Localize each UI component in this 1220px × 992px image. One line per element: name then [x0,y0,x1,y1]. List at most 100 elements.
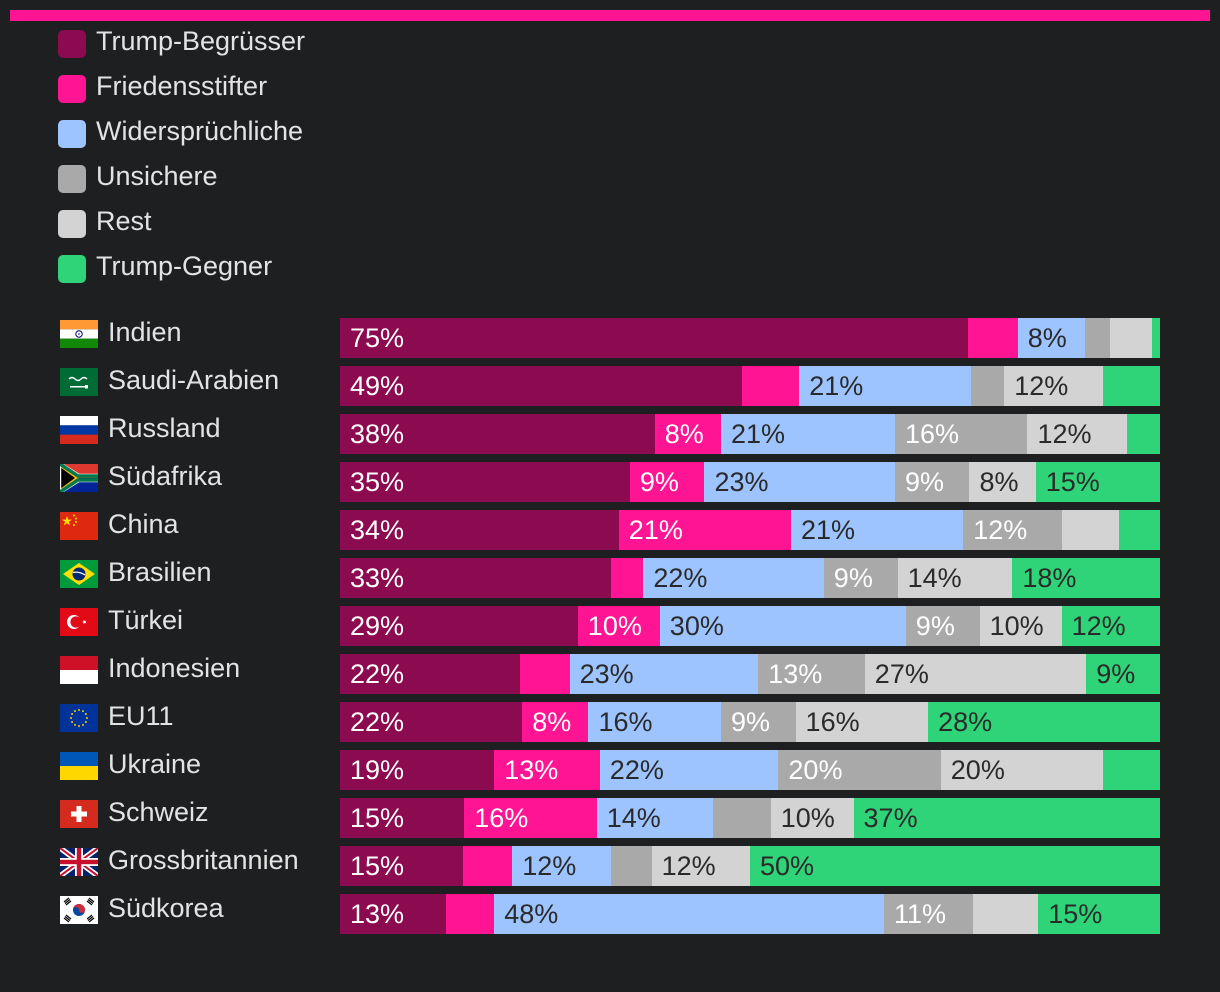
bar-segment-friedensstifter [445,894,495,934]
data-label: 21% [731,419,786,449]
bar-segment-widerspruechliche: 30% [659,606,906,646]
data-label: 48% [504,899,559,929]
data-label: 14% [907,563,962,593]
bar-segment-gegner: 28% [928,702,1160,742]
bar-segment-begruesser: 15% [340,798,465,838]
legend-swatch [58,30,86,58]
bar-segment-unsichere [971,366,1005,406]
data-label: 9% [731,707,771,737]
category-label: Südafrika [108,461,223,491]
data-label: 19% [350,755,405,785]
data-label: 16% [474,803,529,833]
bar-segment-begruesser: 19% [340,750,495,790]
bar-row: Saudi-Arabien 49% 21% 12% [0,365,1220,406]
bar-segment-unsichere: 13% [758,654,865,694]
bar-segment-friedensstifter: 16% [464,798,597,838]
data-label: 12% [1071,611,1126,641]
bar-segment-friedensstifter: 8% [522,702,589,742]
bar-segment-gegner: 15% [1035,462,1160,502]
category-label: Schweiz [108,797,209,827]
data-label: 12% [661,851,716,881]
data-label: 22% [350,707,405,737]
data-label: 10% [780,803,835,833]
flag-ukraine-icon [60,752,98,780]
bar-segment-gegner: 37% [853,798,1160,838]
bar-segment-friedensstifter [967,318,1018,358]
bar-segment-rest: 8% [969,462,1036,502]
flag-brazil-icon [60,560,98,588]
bar-segment-rest: 14% [897,558,1013,598]
data-label: 8% [664,419,704,449]
category-label: Indien [108,317,182,347]
bar-segment-rest [973,894,1039,934]
flag-southafrica-icon [58,460,100,496]
bar-segment-widerspruechliche: 21% [791,510,964,550]
data-label: 15% [1045,467,1100,497]
data-label: 20% [950,755,1005,785]
data-label: 29% [350,611,405,641]
data-label: 13% [350,899,405,929]
data-label: 9% [915,611,955,641]
data-label: 22% [609,755,664,785]
data-label: 27% [874,659,929,689]
bar-segment-widerspruechliche: 16% [588,702,721,742]
bar-segment-friedensstifter: 9% [629,462,705,502]
data-label: 16% [598,707,653,737]
bar-segment-widerspruechliche: 23% [569,654,759,694]
bar-segment-rest: 20% [940,750,1104,790]
data-label: 23% [714,467,769,497]
category-label: Russland [108,413,221,443]
bar-segment-unsichere: 9% [823,558,898,598]
bar-segment-begruesser: 29% [340,606,578,646]
bar-segment-begruesser: 38% [340,414,655,454]
bar-segment-gegner [1126,414,1160,454]
flag-eu-icon [60,704,98,732]
category-label: Brasilien [108,557,212,587]
data-label: 12% [522,851,577,881]
bar-segment-unsichere: 20% [778,750,941,790]
flag-southkorea-icon [60,896,98,924]
bar-segment-gegner [1103,750,1160,790]
data-label: 12% [973,515,1028,545]
bar-segment-unsichere: 9% [894,462,970,502]
bar-segment-unsichere: 9% [721,702,796,742]
data-label: 10% [989,611,1044,641]
bar-segment-rest [1109,318,1152,358]
data-label: 13% [504,755,559,785]
legend-swatch [58,255,86,283]
data-label: 20% [788,755,843,785]
data-label: 23% [579,659,634,689]
bar-row: Türkei 29% 10% 30% 9% 10% 12% [0,605,1220,646]
bar-segment-unsichere: 12% [963,510,1062,550]
bar-segment-friedensstifter [610,558,644,598]
bar-segment-unsichere [610,846,652,886]
data-label: 37% [863,803,918,833]
bar-segment-unsichere: 11% [883,894,974,934]
legend-swatch [58,120,86,148]
legend-label: Widersprüchliche [96,116,304,146]
flag-saudi-icon [60,368,98,396]
bar-segment-begruesser: 35% [340,462,630,502]
data-label: 22% [350,659,405,689]
data-label: 30% [669,611,724,641]
bar-segment-rest: 27% [864,654,1087,694]
flag-india-icon [60,320,98,348]
data-label: 34% [350,515,405,545]
bar-segment-begruesser: 13% [340,894,446,934]
bar-segment-begruesser: 33% [340,558,611,598]
data-label: 12% [1014,371,1069,401]
bar-row: Brasilien 33% 22% 9% 14% 18% [0,557,1220,598]
bar-segment-rest: 16% [795,702,929,742]
legend-swatch [58,75,86,103]
bar-segment-unsichere [1084,318,1110,358]
bar-segment-begruesser: 22% [340,654,521,694]
bar-segment-friedensstifter [463,846,513,886]
data-label: 11% [893,899,946,929]
bar-segment-gegner: 9% [1086,654,1160,694]
bar-row: Grossbritannien 15% 12% 12% 50% [0,845,1220,886]
data-label: 10% [587,611,642,641]
bar-segment-rest: 12% [1027,414,1127,454]
data-label: 9% [639,467,679,497]
bar-segment-rest: 10% [979,606,1062,646]
bar-segment-unsichere: 16% [894,414,1028,454]
